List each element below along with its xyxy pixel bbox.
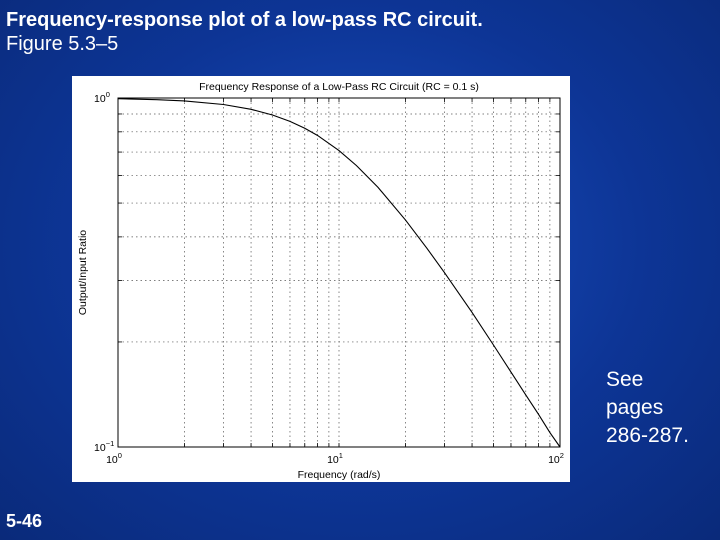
y-tick-exponent: 0 <box>106 90 110 99</box>
slide-title-line-1: Frequency-response plot of a low-pass RC… <box>6 9 483 31</box>
x-tick-label: 102 <box>548 451 564 466</box>
y-tick-label: 100 <box>94 90 110 105</box>
note-line-3: 286-287. <box>606 424 689 447</box>
slide-number: 5-46 <box>6 511 43 531</box>
note-line-2: pages <box>606 396 664 419</box>
x-tick-exponent: 0 <box>118 451 122 460</box>
page-reference-note: See pages 286-287. <box>606 366 689 450</box>
y-axis-label: Output/Input Ratio <box>77 230 89 315</box>
response-curve <box>117 98 561 448</box>
x-tick-label: 101 <box>327 451 343 466</box>
x-tick-exponent: 2 <box>560 451 564 460</box>
y-tick-label: 10−1 <box>94 439 114 454</box>
x-tick-exponent: 1 <box>339 451 343 460</box>
grid <box>118 98 560 447</box>
x-tick-label: 100 <box>106 451 122 466</box>
figure-reference: Figure 5.3–5 <box>6 33 119 55</box>
chart-title: Frequency Response of a Low-Pass RC Circ… <box>199 81 479 93</box>
y-tick-exponent: −1 <box>106 439 115 448</box>
slide-title: Frequency-response plot of a low-pass RC… <box>6 8 483 56</box>
figure-panel: 100 101 102 10−1 100 Frequency Response of a… <box>72 76 570 482</box>
x-axis-label: Frequency (rad/s) <box>298 469 381 481</box>
note-line-1: See <box>606 368 644 391</box>
